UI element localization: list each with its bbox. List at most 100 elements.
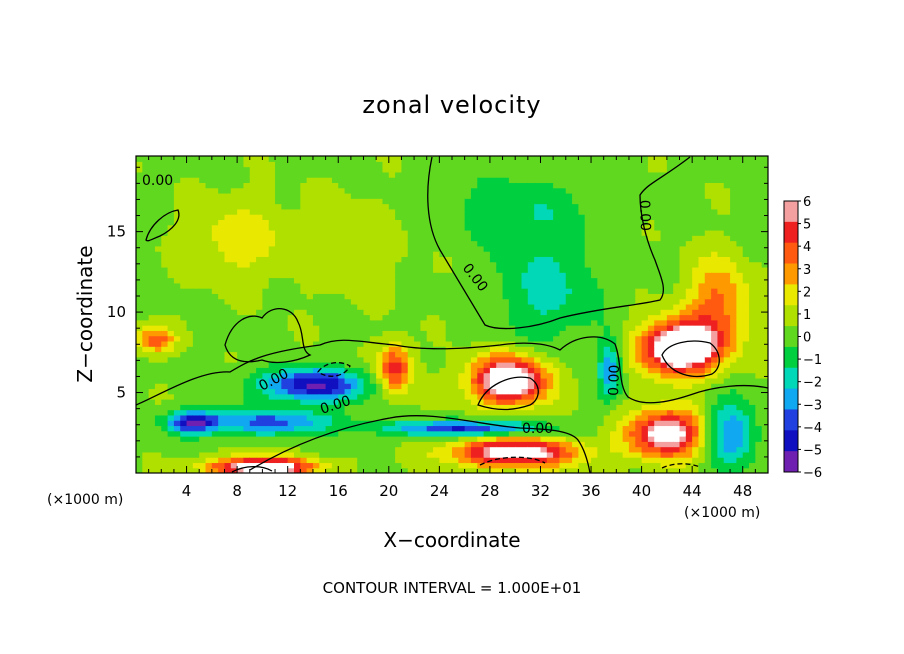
- field-cell: [546, 383, 554, 390]
- field-cell: [142, 399, 150, 405]
- field-cell: [622, 425, 630, 432]
- field-cell: [180, 256, 188, 263]
- field-cell: [142, 219, 150, 226]
- field-cell: [628, 235, 636, 242]
- field-cell: [496, 203, 504, 210]
- field-cell: [641, 325, 649, 331]
- field-cell: [369, 245, 377, 252]
- field-cell: [350, 367, 358, 374]
- field-cell: [470, 203, 478, 210]
- field-cell: [515, 441, 523, 448]
- field-cell: [407, 182, 415, 189]
- field-cell: [218, 335, 226, 342]
- field-cell: [338, 309, 346, 316]
- field-cell: [565, 203, 573, 210]
- field-cell: [192, 203, 200, 210]
- field-cell: [401, 446, 409, 453]
- field-cell: [628, 277, 636, 284]
- field-cell: [230, 288, 238, 294]
- field-cell: [205, 451, 213, 458]
- field-cell: [452, 277, 459, 284]
- field-cell: [363, 340, 371, 347]
- field-cell: [578, 203, 586, 210]
- field-cell: [211, 377, 219, 384]
- field-cell: [294, 293, 301, 300]
- field-cell: [395, 235, 403, 242]
- field-cell: [142, 171, 150, 178]
- field-cell: [502, 420, 510, 427]
- field-cell: [508, 451, 516, 458]
- field-cell: [559, 224, 567, 231]
- field-cell: [161, 409, 169, 416]
- field-cell: [610, 372, 617, 379]
- field-cell: [502, 451, 510, 458]
- field-cell: [628, 245, 636, 252]
- field-cell: [489, 171, 497, 178]
- field-cell: [521, 414, 529, 421]
- field-cell: [445, 425, 453, 432]
- field-cell: [502, 441, 510, 448]
- field-cell: [237, 203, 245, 210]
- field-cell: [622, 282, 630, 289]
- field-cell: [180, 457, 188, 464]
- field-cell: [211, 177, 219, 184]
- field-cell: [622, 351, 630, 358]
- field-cell: [154, 203, 162, 210]
- field-cell: [363, 362, 371, 368]
- field-cell: [186, 335, 194, 342]
- field-cell: [458, 399, 466, 405]
- field-cell: [237, 277, 245, 284]
- field-cell: [546, 367, 554, 374]
- field-cell: [154, 462, 162, 469]
- field-cell: [224, 245, 232, 252]
- field-cell: [540, 404, 548, 411]
- field-cell: [395, 208, 403, 215]
- field-cell: [616, 420, 624, 427]
- field-cell: [515, 203, 523, 210]
- field-cell: [218, 303, 226, 310]
- field-cell: [136, 436, 143, 442]
- field-cell: [458, 272, 466, 279]
- field-cell: [319, 430, 327, 437]
- field-cell: [142, 240, 150, 247]
- field-cell: [142, 467, 150, 473]
- field-cell: [515, 404, 523, 411]
- field-cell: [300, 198, 308, 205]
- field-cell: [237, 272, 245, 279]
- field-cell: [350, 245, 358, 252]
- field-cell: [445, 462, 453, 469]
- field-cell: [496, 240, 504, 247]
- field-cell: [344, 198, 352, 205]
- field-cell: [369, 298, 377, 305]
- field-cell: [584, 214, 592, 220]
- field-cell: [331, 288, 339, 294]
- field-cell: [294, 314, 301, 321]
- field-cell: [414, 214, 421, 220]
- field-cell: [275, 240, 282, 247]
- field-cell: [464, 261, 472, 268]
- field-cell: [148, 383, 156, 390]
- field-cell: [515, 166, 523, 173]
- field-cell: [382, 214, 390, 220]
- field-cell: [477, 177, 485, 184]
- field-cell: [584, 251, 592, 257]
- field-cell: [230, 340, 238, 347]
- field-cell: [572, 177, 579, 184]
- field-cell: [565, 214, 573, 220]
- field-cell: [331, 446, 339, 453]
- field-cell: [572, 303, 579, 310]
- field-cell: [426, 367, 434, 374]
- field-cell: [439, 203, 447, 210]
- field-cell: [218, 309, 226, 316]
- field-cell: [540, 261, 548, 268]
- field-cell: [230, 224, 238, 231]
- field-cell: [407, 409, 415, 416]
- field-cell: [199, 177, 207, 184]
- field-cell: [477, 372, 485, 379]
- field-cell: [363, 272, 371, 279]
- field-cell: [477, 156, 485, 162]
- field-cell: [167, 288, 175, 294]
- field-cell: [553, 156, 561, 162]
- field-cell: [218, 330, 226, 337]
- field-cell: [610, 420, 617, 427]
